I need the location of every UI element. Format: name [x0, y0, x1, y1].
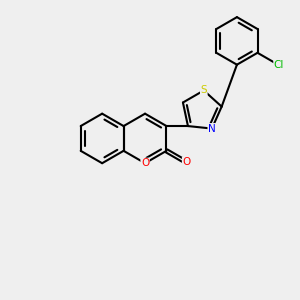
Text: N: N	[208, 124, 216, 134]
Text: O: O	[141, 158, 149, 168]
Text: O: O	[182, 158, 190, 167]
Text: S: S	[200, 85, 207, 95]
Text: Cl: Cl	[274, 60, 284, 70]
